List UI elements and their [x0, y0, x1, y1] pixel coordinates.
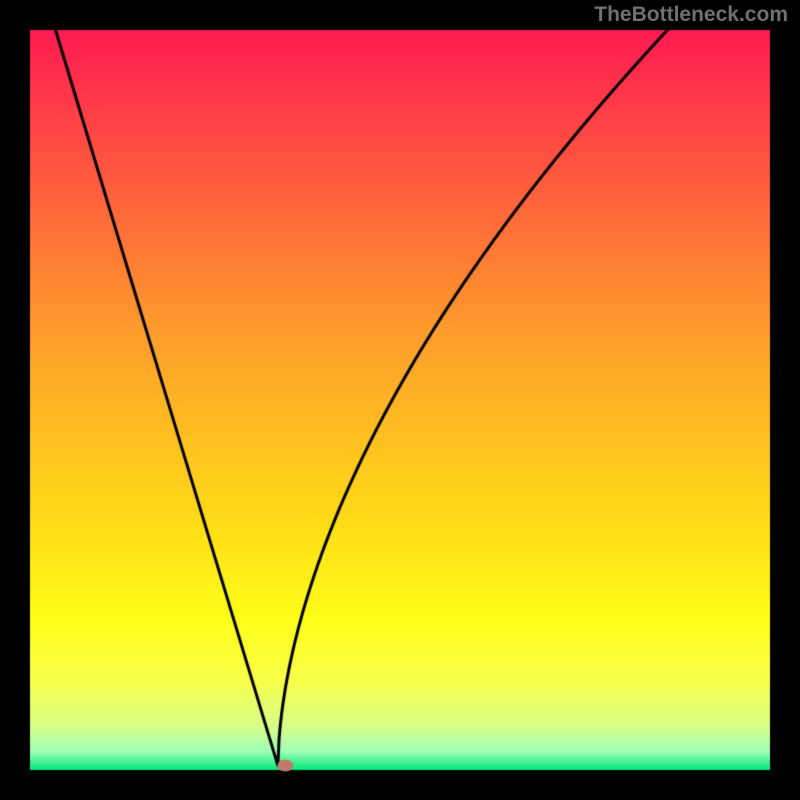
bottleneck-curve	[0, 0, 800, 800]
watermark-text: TheBottleneck.com	[594, 3, 788, 27]
chart-stage: TheBottleneck.com	[0, 0, 800, 800]
